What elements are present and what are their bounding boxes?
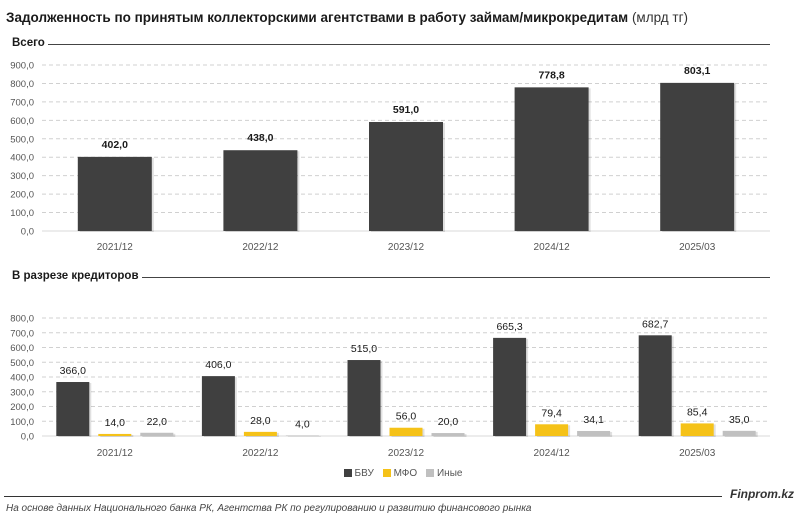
data-label: 14,0 (105, 417, 126, 429)
y-tick-label: 300,0 (10, 171, 34, 182)
bar-other (140, 432, 174, 436)
x-tick-label: 2021/12 (97, 448, 134, 459)
data-label: 366,0 (60, 365, 86, 377)
x-tick-label: 2024/12 (534, 242, 571, 253)
y-tick-label: 500,0 (10, 358, 34, 369)
bar-bvu (638, 335, 672, 436)
data-label: 803,1 (684, 65, 710, 77)
bar (77, 156, 152, 231)
brand-logo: Finprom.kz (729, 487, 794, 501)
bar-bvu (347, 360, 381, 436)
y-tick-label: 300,0 (10, 387, 34, 398)
bar-other (577, 430, 611, 436)
y-tick-label: 400,0 (10, 373, 34, 384)
bar (369, 121, 443, 231)
legend: БВУ МФО Иные (0, 468, 800, 479)
data-label: 406,0 (205, 359, 231, 371)
y-tick-label: 400,0 (10, 153, 34, 164)
section-title-creditors: В разрезе кредиторов (12, 270, 139, 282)
y-tick-label: 600,0 (10, 343, 34, 354)
data-label: 682,7 (642, 318, 668, 330)
data-label: 778,8 (538, 69, 564, 81)
x-tick-label: 2023/12 (388, 448, 425, 459)
legend-label-mfo: МФО (393, 468, 418, 479)
bar-mfo (243, 431, 277, 436)
data-label: 56,0 (396, 411, 417, 423)
data-label: 22,0 (147, 416, 168, 428)
data-label: 402,0 (102, 139, 128, 151)
y-tick-label: 900,0 (10, 61, 34, 72)
x-tick-label: 2025/03 (679, 448, 716, 459)
bar-mfo (680, 423, 714, 436)
data-label: 515,0 (351, 343, 377, 355)
bar-mfo (535, 424, 569, 436)
section-divider-total (48, 44, 770, 45)
page-title: Задолженность по принятым коллекторскими… (6, 10, 688, 25)
bar-other (722, 430, 756, 436)
legend-swatch-other (425, 469, 434, 477)
bar (514, 87, 589, 231)
footer-divider (4, 496, 722, 497)
legend-label-other: Иные (436, 468, 463, 479)
y-tick-label: 0,0 (21, 227, 34, 238)
y-tick-label: 700,0 (10, 328, 34, 339)
legend-swatch-mfo (382, 469, 391, 477)
bar-bvu (201, 376, 235, 436)
y-tick-label: 800,0 (10, 314, 34, 325)
bar-bvu (493, 337, 527, 436)
source-note: На основе данных Национального банка РК,… (6, 503, 532, 514)
data-label: 665,3 (496, 321, 522, 333)
data-label: 20,0 (438, 416, 459, 428)
bar (660, 82, 735, 231)
bar-mfo (98, 433, 132, 436)
x-tick-label: 2024/12 (534, 448, 571, 459)
y-tick-label: 700,0 (10, 97, 34, 108)
title-text: Задолженность по принятым коллекторскими… (6, 10, 629, 25)
y-tick-label: 200,0 (10, 402, 34, 413)
y-tick-label: 800,0 (10, 79, 34, 90)
y-tick-label: 100,0 (10, 417, 34, 428)
data-label: 28,0 (250, 415, 271, 427)
legend-swatch-bvu (343, 469, 352, 477)
legend-label-bvu: БВУ (354, 468, 374, 479)
section-title-total: Всего (12, 37, 45, 49)
section-divider-creditors (142, 277, 770, 278)
bar-bvu (56, 382, 90, 436)
data-label: 438,0 (247, 132, 273, 144)
y-tick-label: 0,0 (21, 432, 34, 443)
y-tick-label: 600,0 (10, 116, 34, 127)
x-tick-label: 2023/12 (388, 242, 425, 253)
bar-other (285, 435, 319, 436)
bar (223, 150, 298, 231)
data-label: 591,0 (393, 104, 419, 116)
data-label: 35,0 (729, 414, 750, 426)
title-unit: (млрд тг) (631, 10, 689, 25)
y-tick-label: 100,0 (10, 208, 34, 219)
x-tick-label: 2025/03 (679, 242, 716, 253)
data-label: 85,4 (687, 406, 708, 418)
data-label: 34,1 (583, 414, 604, 426)
x-tick-label: 2022/12 (242, 448, 279, 459)
x-tick-label: 2022/12 (242, 242, 279, 253)
x-tick-label: 2021/12 (97, 242, 134, 253)
y-tick-label: 500,0 (10, 134, 34, 145)
data-label: 4,0 (295, 418, 310, 430)
data-label: 79,4 (541, 407, 562, 419)
bar-shadow (287, 436, 321, 437)
y-tick-label: 200,0 (10, 190, 34, 201)
bar-mfo (389, 427, 423, 436)
bar-other (431, 433, 465, 436)
